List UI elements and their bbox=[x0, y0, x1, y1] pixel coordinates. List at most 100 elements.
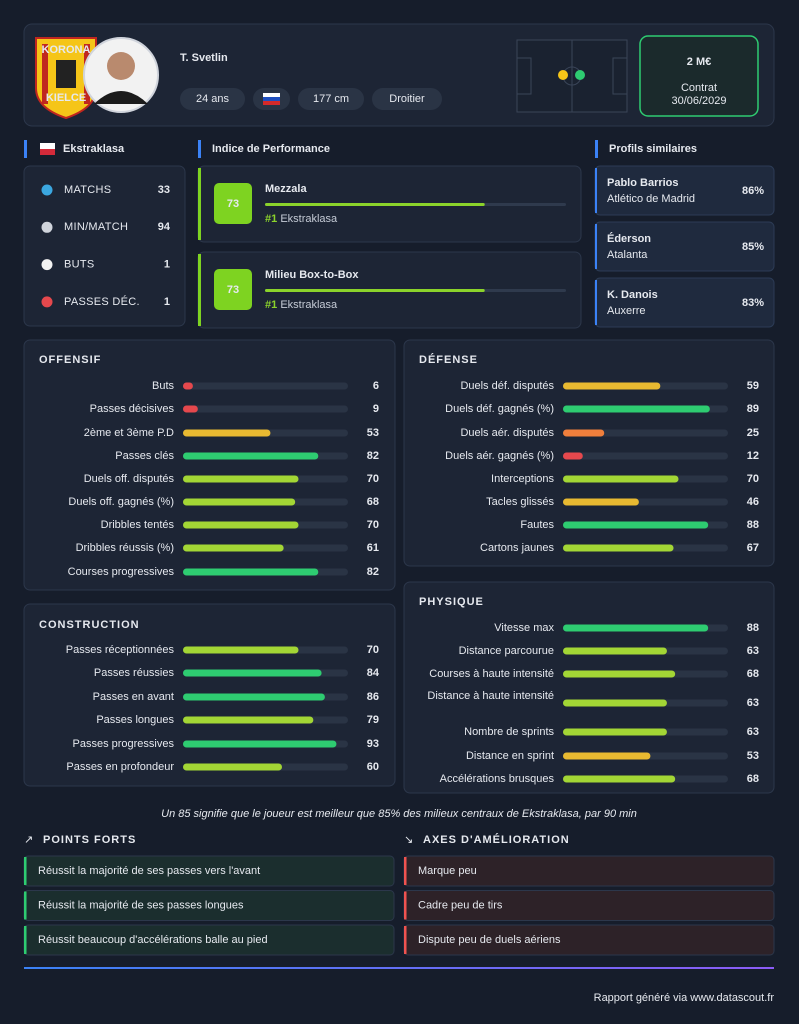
stat-label: Courses à haute intensité bbox=[429, 668, 554, 680]
stat-value: 60 bbox=[367, 761, 379, 773]
similar-club: Auxerre bbox=[607, 305, 646, 317]
similar-accent bbox=[595, 280, 597, 325]
similar-club: Atlético de Madrid bbox=[607, 193, 695, 205]
stat-bar bbox=[183, 669, 322, 677]
section-accent bbox=[24, 140, 27, 158]
stat-label: Duels déf. disputés bbox=[460, 380, 554, 392]
strengths-text: Réussit beaucoup d'accélérations balle a… bbox=[38, 934, 268, 946]
stat-bar bbox=[183, 716, 314, 724]
stat-label: Nombre de sprints bbox=[464, 726, 554, 738]
stat-label: Distance parcourue bbox=[459, 645, 554, 657]
weaknesses-accent bbox=[404, 857, 407, 885]
footer: Rapport généré via www.datascout.fr bbox=[594, 992, 775, 1004]
stat-value: 12 bbox=[747, 450, 759, 462]
similar-club: Atalanta bbox=[607, 249, 648, 261]
stat-value: 53 bbox=[367, 427, 379, 439]
stat-label: BUTS bbox=[64, 259, 95, 271]
league-name: Ekstraklasa bbox=[63, 143, 125, 155]
stat-label: Courses progressives bbox=[68, 566, 175, 578]
position-dot bbox=[558, 70, 568, 80]
badge-text: KIELCE bbox=[46, 92, 86, 104]
strengths-icon: ↗ bbox=[24, 834, 33, 846]
stat-label: Duels off. gagnés (%) bbox=[68, 496, 174, 508]
badge-stripe bbox=[42, 44, 48, 104]
photo-head bbox=[107, 52, 135, 80]
weaknesses-accent bbox=[404, 891, 407, 920]
stat-label: Accélérations brusques bbox=[440, 773, 555, 785]
stat-value: 6 bbox=[373, 380, 379, 392]
stat-bar bbox=[183, 498, 296, 506]
stat-bar bbox=[563, 405, 710, 413]
role-rank: #1 bbox=[265, 299, 277, 311]
strengths-text: Réussit la majorité de ses passes longue… bbox=[38, 899, 244, 911]
stat-track bbox=[183, 405, 348, 413]
stat-label: MATCHS bbox=[64, 184, 111, 196]
stat-label: Dribbles réussis (%) bbox=[76, 542, 174, 554]
stat-label: Passes réceptionnées bbox=[66, 644, 175, 656]
stat-label: MIN/MATCH bbox=[64, 221, 128, 233]
section-accent bbox=[198, 140, 201, 158]
performance-title: Indice de Performance bbox=[212, 143, 330, 155]
stat-label: Passes décisives bbox=[90, 403, 175, 415]
weaknesses-title: AXES D'AMÉLIORATION bbox=[423, 833, 570, 846]
stat-value: 63 bbox=[747, 697, 759, 709]
stat-bar bbox=[563, 775, 676, 783]
section-title: OFFENSIF bbox=[39, 354, 101, 366]
stat-bar bbox=[563, 452, 583, 460]
stat-icon bbox=[41, 296, 53, 308]
similar-score: 83% bbox=[742, 297, 764, 309]
contract-end: 30/06/2029 bbox=[671, 95, 726, 107]
stat-value: 82 bbox=[367, 566, 379, 578]
weaknesses-accent bbox=[404, 926, 407, 954]
stat-value: 68 bbox=[747, 668, 759, 680]
stat-value: 53 bbox=[747, 750, 759, 762]
strengths-text: Réussit la majorité de ses passes vers l… bbox=[38, 865, 260, 877]
stat-label: Passes clés bbox=[115, 450, 174, 462]
stat-label: Cartons jaunes bbox=[480, 542, 554, 554]
strengths-accent bbox=[24, 857, 27, 885]
stat-bar bbox=[183, 693, 325, 701]
stat-bar bbox=[183, 763, 282, 771]
stat-value: 33 bbox=[158, 184, 170, 196]
stat-label: Interceptions bbox=[491, 473, 554, 485]
tag-pill bbox=[298, 88, 364, 110]
badge-crown bbox=[56, 60, 76, 88]
stat-value: 70 bbox=[367, 473, 379, 485]
stat-bar bbox=[183, 452, 319, 460]
stat-value: 88 bbox=[747, 622, 759, 634]
flag-band bbox=[40, 143, 55, 149]
stat-value: 61 bbox=[367, 542, 379, 554]
stat-value: 93 bbox=[367, 738, 379, 750]
weaknesses-text: Cadre peu de tirs bbox=[418, 899, 503, 911]
stat-value: 70 bbox=[747, 473, 759, 485]
stat-value: 9 bbox=[373, 403, 379, 415]
stat-value: 59 bbox=[747, 380, 759, 392]
stat-bar bbox=[563, 498, 639, 506]
stat-value: 25 bbox=[747, 427, 759, 439]
stat-bar bbox=[563, 475, 679, 483]
stat-value: 88 bbox=[747, 519, 759, 531]
stat-value: 89 bbox=[747, 403, 759, 415]
similar-name: Éderson bbox=[607, 232, 651, 245]
flag-band bbox=[263, 101, 280, 105]
stat-value: 82 bbox=[367, 450, 379, 462]
stat-bar bbox=[183, 429, 271, 437]
similar-title: Profils similaires bbox=[609, 143, 697, 155]
player-tag: 177 cm bbox=[313, 93, 349, 105]
stat-label: Tacles glissés bbox=[486, 496, 554, 508]
stat-value: 67 bbox=[747, 542, 759, 554]
stat-label: Passes en avant bbox=[93, 691, 174, 703]
stat-bar bbox=[563, 699, 667, 707]
stat-bar bbox=[563, 728, 667, 736]
flag-band bbox=[40, 149, 55, 155]
role-rank: #1 bbox=[265, 213, 277, 225]
stat-label: Distance en sprint bbox=[466, 750, 554, 762]
similar-name: Pablo Barrios bbox=[607, 177, 679, 189]
flag-band bbox=[263, 97, 280, 101]
stat-value: 63 bbox=[747, 645, 759, 657]
stat-bar bbox=[183, 521, 299, 529]
weaknesses-icon: ↘ bbox=[404, 834, 413, 846]
league-card bbox=[23, 165, 186, 327]
stat-bar bbox=[563, 382, 661, 390]
similar-accent bbox=[595, 168, 597, 213]
